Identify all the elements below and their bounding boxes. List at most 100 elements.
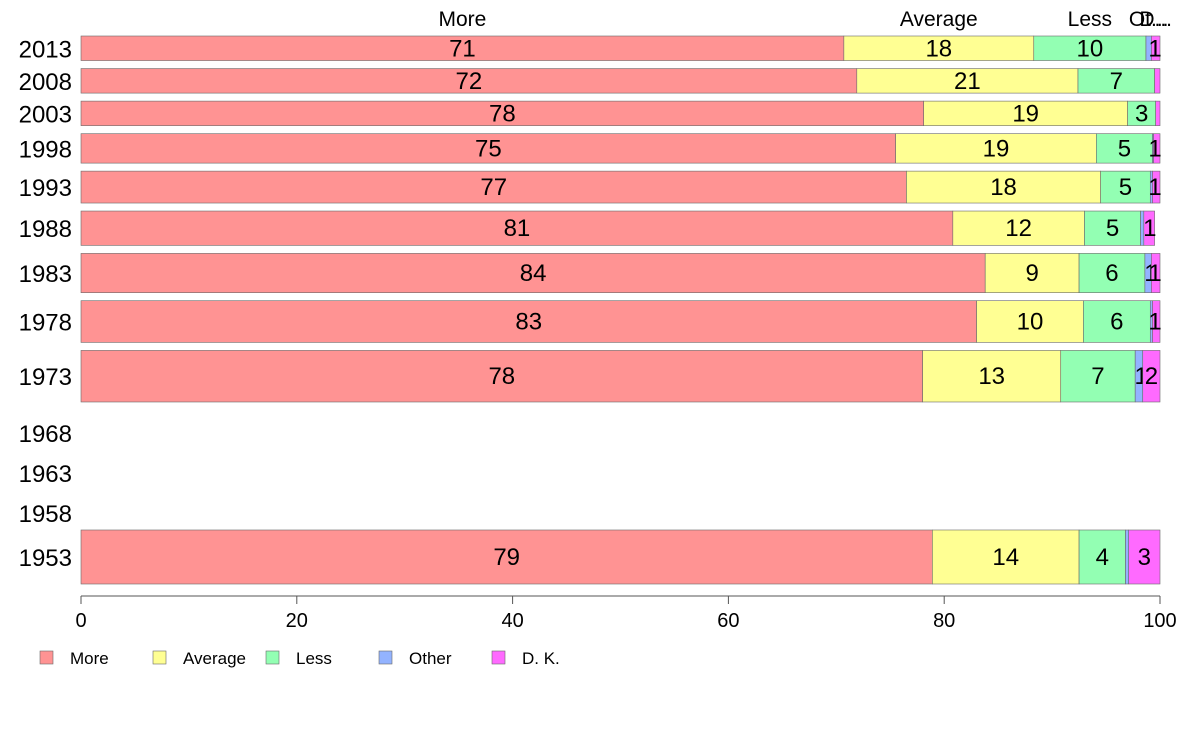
bar-2003-dk <box>1155 100 1161 126</box>
data-label-1983-dk: 1 <box>1148 260 1161 287</box>
data-label-1953-dk: 3 <box>1138 544 1151 571</box>
top-label-average: Average <box>900 8 978 31</box>
data-label-2003-more: 78 <box>489 100 516 127</box>
bar-2013-dk <box>1151 35 1161 61</box>
bar-1993-dk <box>1152 170 1161 204</box>
data-label-1998-dk: 1 <box>1148 135 1161 162</box>
legend-label-average: Average <box>183 649 246 668</box>
bar-1993-average <box>906 170 1101 204</box>
data-label-1988-less: 5 <box>1106 215 1119 242</box>
year-label-1968: 1968 <box>19 421 72 448</box>
data-label-1988-more: 81 <box>504 215 531 242</box>
top-label-dk: D... <box>1139 8 1172 31</box>
bar-1953-other <box>1125 529 1130 585</box>
bar-1998-dk <box>1153 133 1161 164</box>
bar-1983-dk <box>1151 253 1161 293</box>
data-label-2003-less: 3 <box>1135 100 1148 127</box>
bar-2003-average <box>923 100 1128 126</box>
year-label-1988: 1988 <box>19 216 72 243</box>
data-label-2013-dk: 1 <box>1148 35 1161 62</box>
data-label-1973-less: 7 <box>1091 363 1104 390</box>
x-tick-label-40: 40 <box>501 610 523 632</box>
legend: More Average Less Other D. K. <box>39 649 560 668</box>
bar-1978-dk <box>1152 300 1161 343</box>
data-label-1983-average: 9 <box>1025 260 1038 287</box>
legend-swatch-average <box>152 650 167 665</box>
bar-1988-average <box>952 210 1085 246</box>
bar-2008-less <box>1077 68 1155 94</box>
year-labels: 2013 2008 2003 1998 1993 1988 1983 1978 1973 1968… <box>19 36 72 572</box>
top-label-more: More <box>438 8 486 31</box>
data-label-2008-more: 72 <box>456 68 483 95</box>
bar-1978-more <box>80 300 977 343</box>
year-label-1963: 1963 <box>19 461 72 488</box>
bar-1988-more <box>80 210 954 246</box>
year-label-1998: 1998 <box>19 136 72 163</box>
data-label-1993-average: 18 <box>990 174 1017 201</box>
data-label-1973-dk: 2 <box>1145 363 1158 390</box>
data-label-2008-average: 21 <box>954 68 981 95</box>
bar-1993-less <box>1100 170 1151 204</box>
bar-2003-less <box>1127 100 1156 126</box>
legend-label-other: Other <box>409 649 452 668</box>
data-label-2008-less: 7 <box>1110 68 1123 95</box>
bar-2008-more <box>80 68 858 94</box>
data-label-2013-more: 71 <box>449 35 476 62</box>
data-label-1983-less: 6 <box>1105 260 1118 287</box>
bar-2008-average <box>856 68 1079 94</box>
data-label-2013-less: 10 <box>1077 35 1104 62</box>
data-label-1993-more: 77 <box>480 174 507 201</box>
bar-1988-dk <box>1143 210 1155 246</box>
bars-group: 71 18 10 172 21 778 19 375 19 5 177 18 5 181 12 5 184 9 6 1… <box>80 35 1162 585</box>
data-label-1993-dk: 1 <box>1148 174 1161 201</box>
top-series-labels: More Average Less Ot...D... <box>438 8 1172 31</box>
year-label-2003: 2003 <box>19 101 72 128</box>
bar-1973-dk <box>1142 350 1161 403</box>
top-label-less: Less <box>1068 8 1112 31</box>
data-label-1988-average: 12 <box>1005 215 1032 242</box>
data-label-1978-less: 6 <box>1110 309 1123 336</box>
legend-swatch-other <box>378 650 393 665</box>
year-label-2013: 2013 <box>19 36 72 63</box>
data-label-1953-more: 79 <box>493 544 520 571</box>
data-label-1998-more: 75 <box>475 135 502 162</box>
bar-1953-dk <box>1128 529 1161 585</box>
bar-1978-less <box>1083 300 1151 343</box>
year-label-1973: 1973 <box>19 364 72 391</box>
year-label-1978: 1978 <box>19 310 72 337</box>
bar-2013-average <box>843 35 1035 61</box>
year-label-1993: 1993 <box>19 175 72 202</box>
legend-swatch-dk <box>491 650 506 665</box>
bar-1973-average <box>922 350 1062 403</box>
bar-1978-average <box>976 300 1084 343</box>
bar-2013-more <box>80 35 845 61</box>
data-label-2013-average: 18 <box>925 35 952 62</box>
legend-swatch-more <box>39 650 54 665</box>
x-tick-label-80: 80 <box>933 610 955 632</box>
bar-2008-dk <box>1154 68 1161 94</box>
year-label-1983: 1983 <box>19 261 72 288</box>
bar-1998-less <box>1096 133 1153 164</box>
bar-1983-less <box>1078 253 1146 293</box>
data-label-1988-dk: 1 <box>1143 215 1156 242</box>
x-tick-label-20: 20 <box>286 610 308 632</box>
data-label-1983-more: 84 <box>520 260 547 287</box>
year-label-1953: 1953 <box>19 545 72 572</box>
year-label-1958: 1958 <box>19 501 72 528</box>
data-label-2003-average: 19 <box>1012 100 1039 127</box>
x-tick-label-0: 0 <box>75 610 86 632</box>
bar-1993-more <box>80 170 907 204</box>
x-tick-label-60: 60 <box>717 610 739 632</box>
x-axis: 0 20 40 60 80 100 <box>75 595 1177 632</box>
legend-label-less: Less <box>296 649 332 668</box>
bar-1998-average <box>895 133 1097 164</box>
bar-1988-less <box>1084 210 1141 246</box>
data-label-1953-less: 4 <box>1096 544 1109 571</box>
data-label-1998-less: 5 <box>1118 135 1131 162</box>
x-tick-label-100: 100 <box>1143 610 1176 632</box>
data-label-1978-average: 10 <box>1017 309 1044 336</box>
bar-1998-more <box>80 133 896 164</box>
data-label-1993-less: 5 <box>1119 174 1132 201</box>
data-label-1978-dk: 1 <box>1148 309 1161 336</box>
